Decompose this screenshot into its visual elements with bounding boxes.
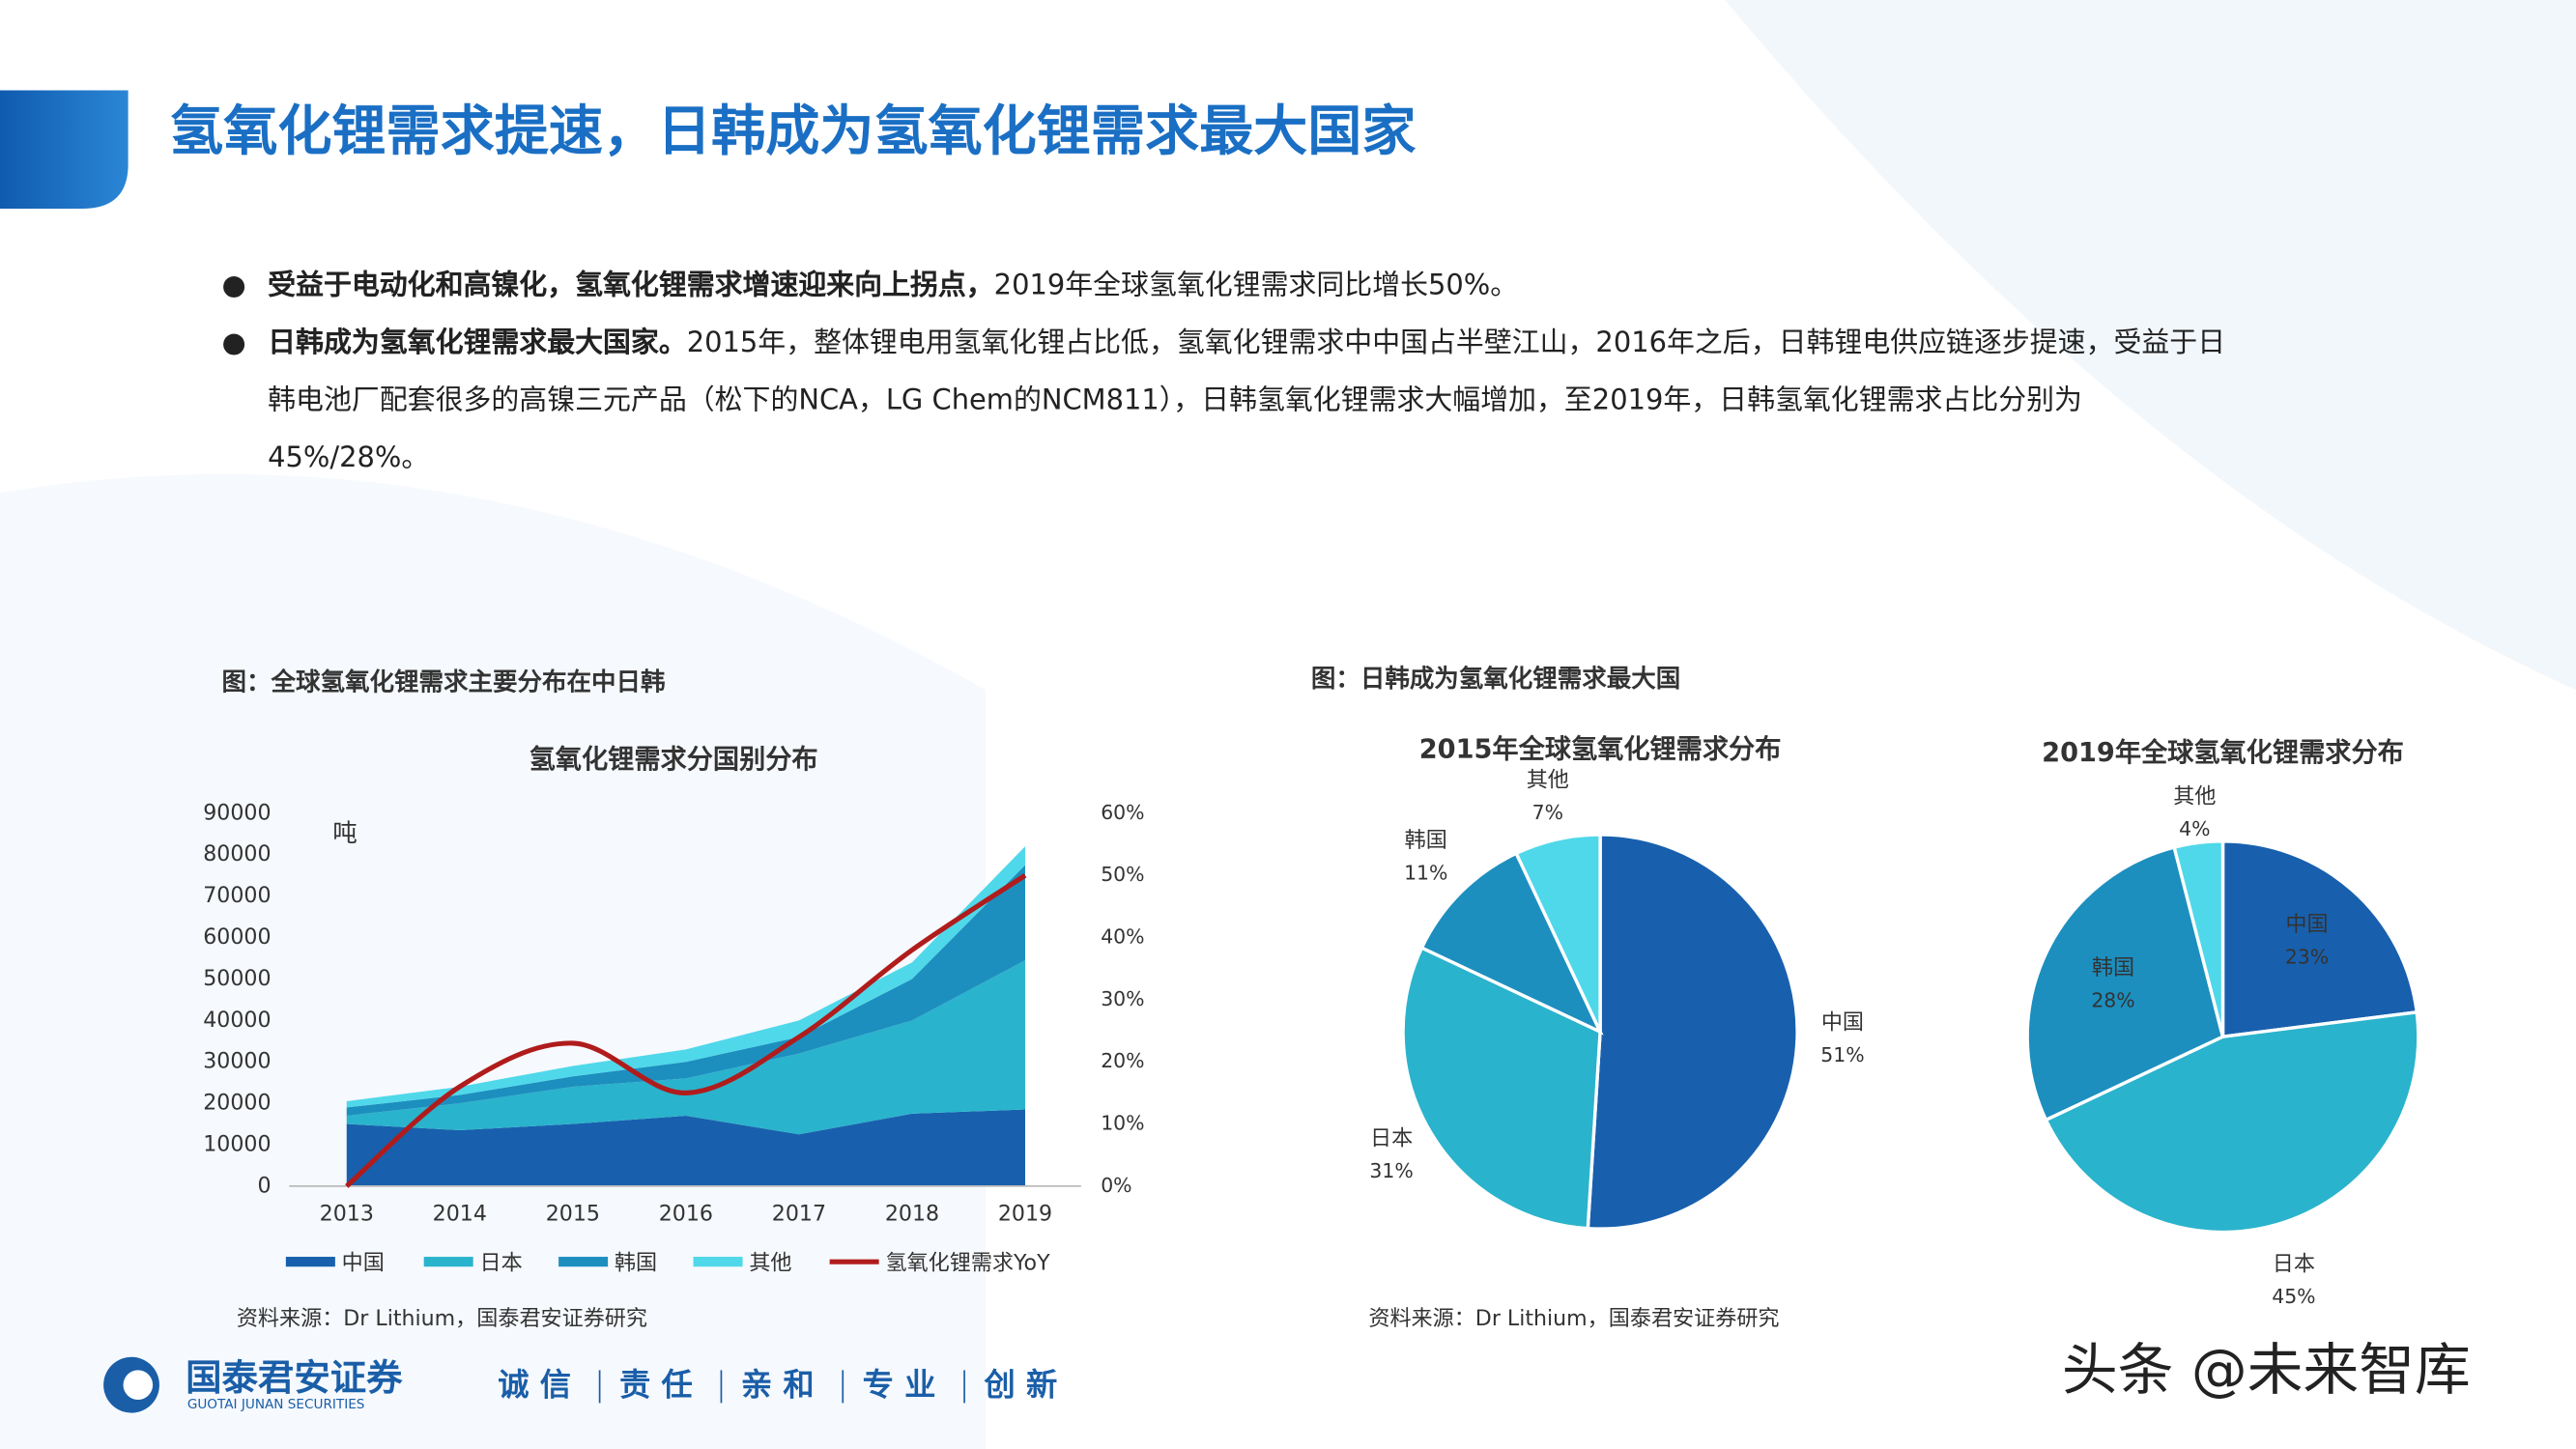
legend-label: 中国 [342, 1250, 385, 1275]
bullet: ● 受益于电动化和高镍化，氢氧化锂需求增速迎来向上拐点，2019年全球氢氧化锂需求… [221, 269, 1519, 302]
y-tick-label: 70000 [203, 883, 271, 908]
y2-tick-label: 0% [1101, 1174, 1131, 1197]
pie-label: 日本 [1370, 1125, 1413, 1151]
pie-value-label: 23% [2285, 945, 2329, 968]
y-axis-label: 吨 [332, 819, 358, 848]
pie-slice [2025, 845, 2225, 1122]
y-tick-label: 10000 [203, 1132, 271, 1157]
pie-label: 中国 [1821, 1009, 1864, 1035]
logo [123, 1370, 154, 1400]
pie-label: 其他 [1527, 768, 1569, 793]
legend-label: 韩国 [615, 1250, 657, 1275]
pie-label: 中国 [2285, 912, 2328, 937]
legend-swatch [285, 1257, 335, 1267]
x-tick-label: 2018 [885, 1201, 939, 1226]
y2-tick-label: 10% [1101, 1112, 1144, 1135]
bg-shape [1725, 0, 2576, 691]
bullet-bold: 受益于电动化和高镍化，氢氧化锂需求增速迎来向上拐点， [268, 269, 994, 302]
pie-label: 其他 [2173, 784, 2216, 810]
pie-slice [2172, 839, 2225, 1037]
header-block [0, 90, 129, 209]
pie-value-label: 7% [1532, 801, 1563, 824]
pie-slice [1401, 945, 1602, 1231]
pie-slice [1419, 851, 1604, 1036]
bg-shape [0, 473, 987, 1449]
legend-swatch [558, 1257, 609, 1267]
bullet-bold: 日韩成为氢氧化锂需求最大国家。 [268, 327, 687, 360]
y-tick-label: 40000 [203, 1008, 271, 1033]
pie-value-label: 11% [1404, 862, 1447, 885]
legend-label: 氢氧化锂需求YoY [885, 1250, 1050, 1275]
figure-source: 资料来源：Dr Lithium，国泰君安证券研究 [237, 1306, 647, 1331]
legend-swatch [423, 1257, 473, 1267]
legend-label: 日本 [479, 1250, 522, 1275]
bullet-text: 2015年，整体锂电用氢氧化锂占比低，氢氧化锂需求中中国占半壁江山，2016年之… [268, 327, 2226, 475]
y2-tick-label: 20% [1101, 1049, 1144, 1072]
pie-value-label: 51% [1820, 1043, 1864, 1066]
pie-slice [1586, 833, 1799, 1231]
y-tick-label: 30000 [203, 1049, 271, 1074]
pie-value-label: 31% [1369, 1159, 1413, 1182]
chart-title: 2019年全球氢氧化锂需求分布 [2042, 737, 2404, 768]
chart-title: 氢氧化锂需求分国别分布 [530, 745, 818, 775]
bullet: ● 日韩成为氢氧化锂需求最大国家。2015年，整体锂电用氢氧化锂占比低，氢氧化锂需… [221, 327, 2226, 475]
line-series [345, 873, 1027, 1188]
pie-label: 日本 [2273, 1251, 2315, 1276]
pie-label: 韩国 [1405, 828, 1447, 853]
x-tick-label: 2014 [433, 1201, 487, 1226]
figure-source: 资料来源：Dr Lithium，国泰君安证券研究 [1368, 1306, 1779, 1331]
company-name-en: GUOTAI JUNAN SECURITIES [187, 1397, 365, 1412]
y-tick-label: 0 [257, 1173, 271, 1198]
x-tick-label: 2015 [546, 1201, 600, 1226]
pie-slice [2220, 839, 2419, 1039]
company-name: 国泰君安证券 [186, 1356, 403, 1399]
y2-tick-label: 60% [1101, 801, 1144, 824]
chart-title: 2015年全球氢氧化锂需求分布 [1419, 734, 1782, 765]
x-tick-label: 2016 [659, 1201, 713, 1226]
slogan-word: 亲 和 [741, 1366, 815, 1403]
y-tick-label: 20000 [203, 1091, 271, 1116]
x-tick-label: 2013 [320, 1201, 374, 1226]
figure-caption: 图：日韩成为氢氧化锂需求最大国 [1311, 665, 1680, 694]
bullet-text: 2019年全球氢氧化锂需求同比增长50%。 [993, 269, 1519, 302]
legend-label: 其他 [749, 1250, 791, 1275]
area-series [346, 960, 1025, 1135]
watermark: 头条 @未来智库 [2062, 1337, 2471, 1403]
y-tick-label: 50000 [203, 966, 271, 991]
header-title: 氢氧化锂需求提速，日韩成为氢氧化锂需求最大国家 [169, 100, 1416, 163]
y-tick-label: 80000 [203, 841, 271, 867]
y-tick-label: 90000 [203, 800, 271, 825]
area-series [346, 846, 1025, 1108]
pie-label: 韩国 [2092, 955, 2134, 980]
slogan-word: 创 新 [983, 1366, 1057, 1403]
x-tick-label: 2019 [998, 1201, 1052, 1226]
figure-caption: 图：全球氢氧化锂需求主要分布在中日韩 [222, 668, 666, 696]
y-tick-label: 60000 [203, 924, 271, 950]
pie-slice [1513, 833, 1602, 1033]
legend-swatch [693, 1257, 743, 1267]
slogan-word: 专 业 [863, 1366, 936, 1403]
slogan-word: 责 任 [619, 1366, 693, 1403]
y2-tick-label: 50% [1101, 863, 1144, 886]
slogan-word: 诚 信 [498, 1366, 571, 1403]
area-series [346, 1109, 1025, 1186]
area-series [346, 865, 1025, 1116]
y2-tick-label: 30% [1101, 987, 1144, 1010]
y2-tick-label: 40% [1101, 925, 1144, 949]
pie-slice [2044, 1009, 2420, 1235]
pie-value-label: 28% [2091, 989, 2134, 1012]
x-tick-label: 2017 [772, 1201, 826, 1226]
pie-value-label: 45% [2272, 1285, 2315, 1308]
pie-value-label: 4% [2179, 817, 2210, 840]
